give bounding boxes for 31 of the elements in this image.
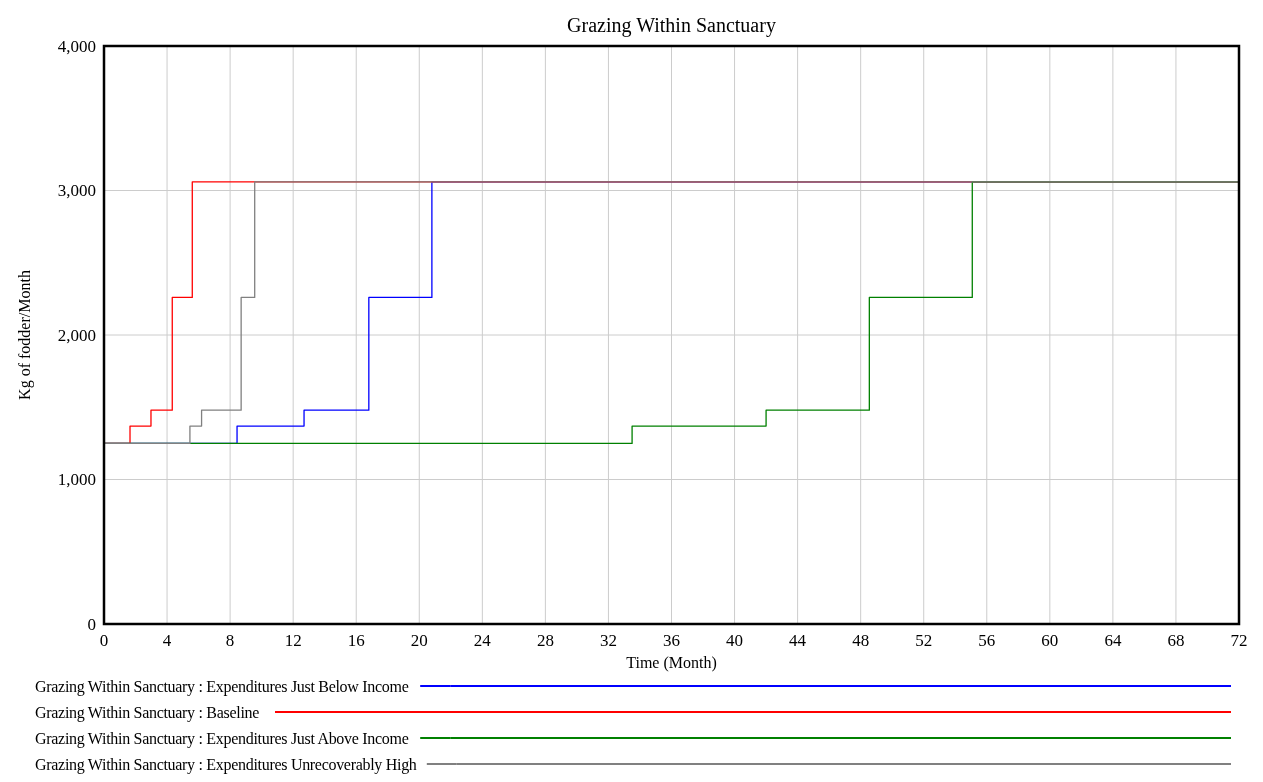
y-axis-title: Kg of fodder/Month [16,270,34,400]
x-tick-label: 8 [225,631,235,650]
x-tick-label: 68 [1167,631,1185,650]
x-tick-label: 12 [284,631,302,650]
x-tick-label: 60 [1041,631,1059,650]
x-tick-label: 52 [915,631,933,650]
x-tick-label: 48 [852,631,870,650]
x-tick-label: 28 [536,631,554,650]
y-tick-label: 0 [87,614,96,634]
x-tick-label: 32 [599,631,617,650]
legend-label: Grazing Within Sanctuary : Expenditures Just Below Income [35,677,409,696]
x-tick-label: 44 [789,631,807,650]
legend-label: Grazing Within Sanctuary : Expenditures Unrecoverably High [35,755,417,774]
y-tick-label: 2,000 [57,325,96,345]
x-tick-label: 0 [99,631,109,650]
x-axis-title: Time (Month) [626,654,717,672]
chart-title: Grazing Within Sanctuary [567,14,776,37]
x-tick-label: 36 [663,631,680,650]
legend-label: Grazing Within Sanctuary : Baseline [35,703,260,722]
x-tick-label: 24 [473,631,492,650]
legend-label: Grazing Within Sanctuary : Expenditures Just Above Income [35,729,409,748]
x-tick-label: 56 [978,631,996,650]
x-tick-label: 16 [347,631,365,650]
y-tick-label: 4,000 [57,36,96,56]
x-tick-label: 4 [162,631,172,650]
x-tick-label: 64 [1104,631,1122,650]
x-tick-label: 20 [410,631,428,650]
x-tick-label: 40 [726,631,744,650]
x-tick-label: 72 [1230,631,1248,650]
y-tick-label: 1,000 [57,470,96,490]
y-tick-label: 3,000 [57,181,96,201]
